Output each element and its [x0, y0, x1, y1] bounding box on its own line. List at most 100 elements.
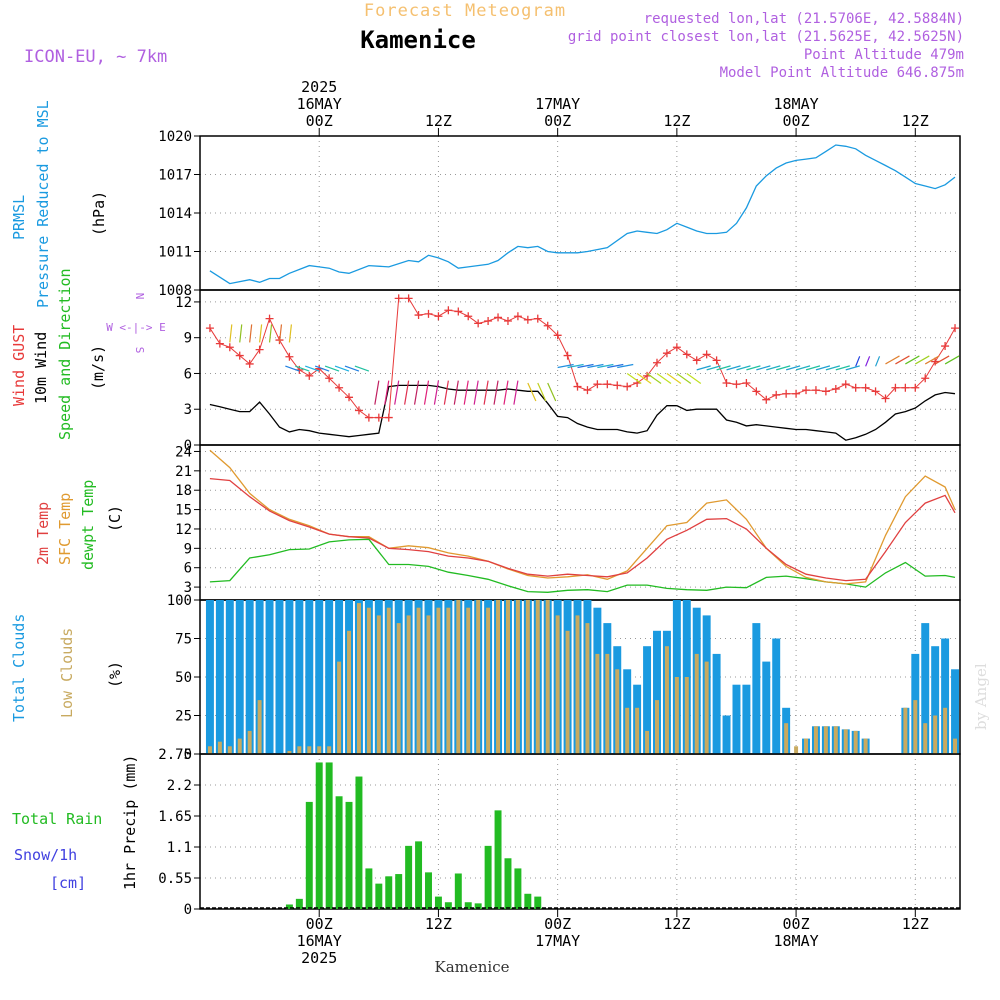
requested-coords: requested lon,lat (21.5706E, 42.5884N): [644, 11, 964, 27]
wind-direction-arrow: [914, 355, 930, 365]
gust-marker: [205, 324, 214, 333]
wind-direction-arrow: [646, 372, 662, 384]
gust-marker: [354, 406, 363, 415]
total-cloud-bar: [732, 684, 741, 754]
bottom-time-label: 12Z: [902, 915, 929, 933]
rain-bar: [325, 762, 333, 909]
gust-marker: [762, 395, 771, 404]
footer-location: Kamenice: [435, 958, 510, 976]
rain-bar: [315, 762, 323, 909]
total-cloud-bar: [951, 669, 960, 754]
total-cloud-bar: [205, 600, 214, 754]
gust-marker: [325, 374, 334, 383]
low-cloud-bar: [366, 607, 371, 754]
low-cloud-bar: [953, 738, 958, 754]
gust-marker: [474, 319, 483, 328]
wind-direction-arrow: [865, 356, 871, 367]
t2m-line: [209, 477, 956, 582]
total-rain-label: Total Rain: [12, 810, 102, 828]
gust-marker: [831, 384, 840, 393]
wind-direction-arrow: [413, 380, 420, 405]
gust-marker: [563, 351, 572, 360]
gust-marker: [434, 312, 443, 321]
wind-direction-arrow: [825, 365, 841, 371]
gust-marker: [901, 383, 910, 392]
low-cloud-bar: [664, 646, 669, 754]
low-cloud-bar: [575, 615, 580, 754]
low-cloud-bar: [307, 746, 312, 754]
low-cloud-bar: [515, 600, 520, 754]
model-label: ICON-EU, ~ 7km: [24, 47, 167, 67]
low-cloud-bar: [327, 746, 332, 754]
rain-bar: [285, 904, 293, 909]
rain-bar: [464, 902, 472, 909]
low-cloud-bar: [386, 607, 391, 754]
low-cloud-bar: [317, 746, 322, 754]
gust-marker: [414, 311, 423, 320]
low-cloud-bar: [684, 677, 689, 754]
total-cloud-bar: [285, 600, 294, 754]
gust-marker: [732, 380, 741, 389]
gust-marker: [593, 380, 602, 389]
wind-10m-label: 10m Wind: [32, 332, 50, 404]
wind-direction-arrow: [726, 365, 741, 371]
chart-subtitle: Forecast Meteogram: [364, 1, 566, 21]
y-tick-label: 25: [175, 709, 192, 725]
gust-marker: [523, 315, 532, 324]
compass-north: N: [133, 293, 146, 300]
gust-marker: [712, 356, 721, 365]
wind-direction-arrow: [463, 380, 469, 405]
wind-direction-arrow: [285, 365, 300, 372]
low-cloud-bar: [823, 726, 828, 754]
y-tick-label: 1.65: [158, 809, 192, 825]
gust-marker: [921, 374, 930, 383]
wind-direction-arrow: [443, 380, 449, 405]
low-cloud-bar: [446, 607, 451, 754]
low-cloud-bar: [426, 615, 431, 754]
total-cloud-bar: [643, 646, 652, 754]
low-cloud-bar: [217, 741, 222, 754]
rain-bar: [454, 873, 462, 909]
gust-marker: [841, 380, 850, 389]
total-cloud-bar: [762, 661, 771, 754]
low-cloud-bar: [287, 750, 292, 754]
gust-marker: [364, 413, 373, 422]
clouds-panel: 0 25 50 75 100: [167, 593, 961, 763]
gust-marker: [623, 382, 632, 391]
rain-bar: [295, 898, 303, 909]
sfc-temp-line: [209, 449, 956, 585]
y-tick-label: 6: [184, 366, 192, 382]
bottom-time-label: 00Z: [544, 915, 571, 933]
low-cloud-bar: [486, 607, 491, 754]
low-cloud-bar: [456, 600, 461, 754]
gust-marker: [573, 382, 582, 391]
gust-marker: [821, 387, 830, 396]
wind-direction-arrow: [756, 365, 771, 371]
low-cloud-bar: [337, 661, 342, 754]
wind-direction-arrow: [513, 380, 519, 405]
wind-direction-arrow: [567, 363, 584, 369]
total-cloud-bar: [722, 715, 731, 754]
gust-marker: [394, 294, 403, 303]
y-tick-label: 0.55: [158, 871, 192, 887]
wind-direction-arrow: [636, 372, 652, 384]
low-cloud-bar: [356, 603, 361, 754]
gust-marker: [702, 350, 711, 359]
gust-line: [209, 297, 956, 419]
top-time-label: 00Z: [544, 112, 571, 130]
total-cloud-bar: [931, 646, 940, 754]
low-cloud-bar: [376, 615, 381, 754]
wind-direction-arrow: [483, 380, 489, 405]
wind-direction-arrow: [885, 355, 900, 365]
rain-bar: [484, 845, 492, 909]
gust-marker: [335, 383, 344, 392]
low-cloud-bar: [615, 669, 620, 754]
temperature-panel: 3 6 9 12 15 18 21 24: [175, 444, 961, 601]
top-time-label: 17MAY: [535, 95, 580, 113]
wind-direction-arrow: [557, 363, 574, 369]
y-tick-label: 9: [184, 541, 192, 557]
wind-direction-arrow: [334, 365, 350, 372]
total-cloud-bar: [653, 630, 661, 754]
top-time-label: 00Z: [306, 112, 333, 130]
